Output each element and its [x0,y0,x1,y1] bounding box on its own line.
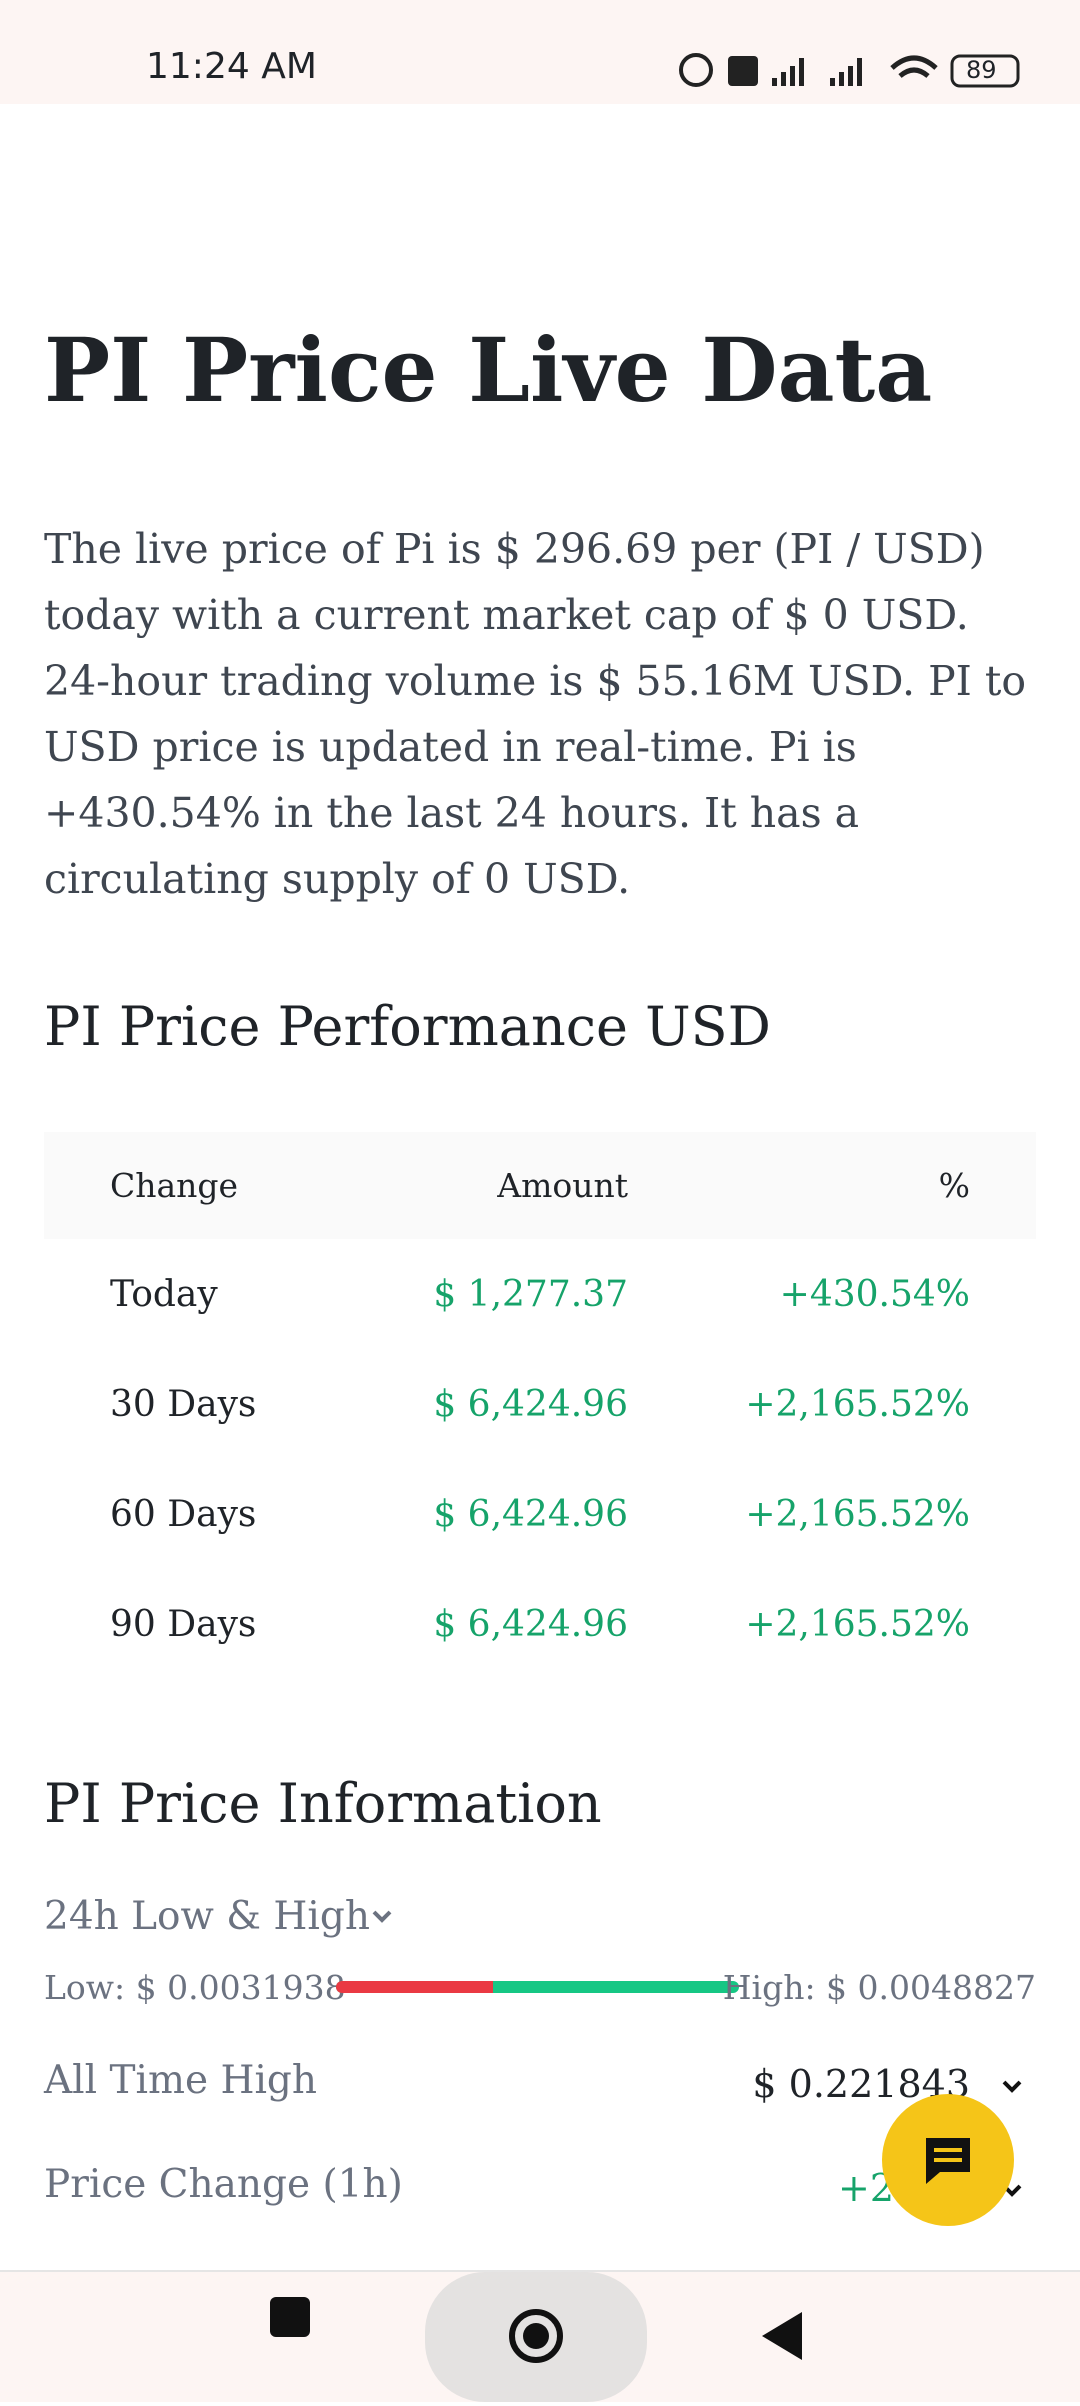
table-cell: $ 6,424.96 [433,1603,628,1645]
nav-buttons [270,2272,802,2402]
table-cell: $ 6,424.96 [433,1493,628,1535]
header-cell: % [938,1166,970,1205]
table-cell: $ 6,424.96 [433,1383,628,1425]
chevron[interactable] [1000,2076,1024,2096]
table-row: 90 Days $ 6,424.96 +2,165.52% [44,1569,1036,1679]
info-label: All Time High [44,2058,318,2103]
performance-table: Change Amount % Today $ 1,277.37 +430.54% 3… [44,1132,1036,1679]
range-low-part [336,1981,493,1993]
header-cell: Change [110,1166,239,1205]
low-price: Low: $ 0.0031938 [44,1968,346,2007]
table-header: Change Amount % [44,1132,1036,1239]
table-cell: +430.54% [779,1273,970,1315]
back-button[interactable] [762,2312,802,2360]
navigation-bar [0,2270,1080,2402]
chat-button[interactable] [882,2094,1014,2226]
info-label: Price Change (1h) [44,2162,403,2207]
description: The live price of Pi is $ 296.69 per (PI… [44,525,1027,903]
status-icons [679,53,1020,88]
table-cell: +2,165.52% [745,1383,970,1425]
table-cell: +2,165.52% [745,1493,970,1535]
table-body: Today $ 1,277.37 +430.54% 30 Days $ 6,424.96… [44,1239,1036,1679]
table-cell: $ 1,277.37 [433,1273,628,1315]
table-cell: +2,165.52% [745,1603,970,1645]
home-button[interactable] [509,2309,563,2363]
page-title: PI Price Live Data [44,318,933,422]
range-bar [336,1981,739,1993]
chevron [372,1910,392,1923]
table-cell: 90 Days [110,1603,257,1645]
status-bar: 11:24 AM 89 [0,0,1080,104]
high-price: High: $ 0.0048827 [722,1968,1036,2007]
table-row: Today $ 1,277.37 +430.54% [44,1239,1036,1349]
table-cell: Today [110,1273,218,1315]
table-cell: 30 Days [110,1383,257,1425]
section-heading: PI Price Performance USD [44,995,771,1058]
table-cell: 60 Days [110,1493,257,1535]
section-heading: PI Price Information [44,1772,602,1835]
range-label[interactable]: 24h Low & High [44,1894,370,1939]
header-cell: Amount [497,1166,628,1205]
table-row: 30 Days $ 6,424.96 +2,165.52% [44,1349,1036,1459]
battery-level: 89 [966,56,997,84]
clock: 11:24 AM [146,46,317,87]
table-row: 60 Days $ 6,424.96 +2,165.52% [44,1459,1036,1569]
recents-button[interactable] [270,2297,310,2337]
